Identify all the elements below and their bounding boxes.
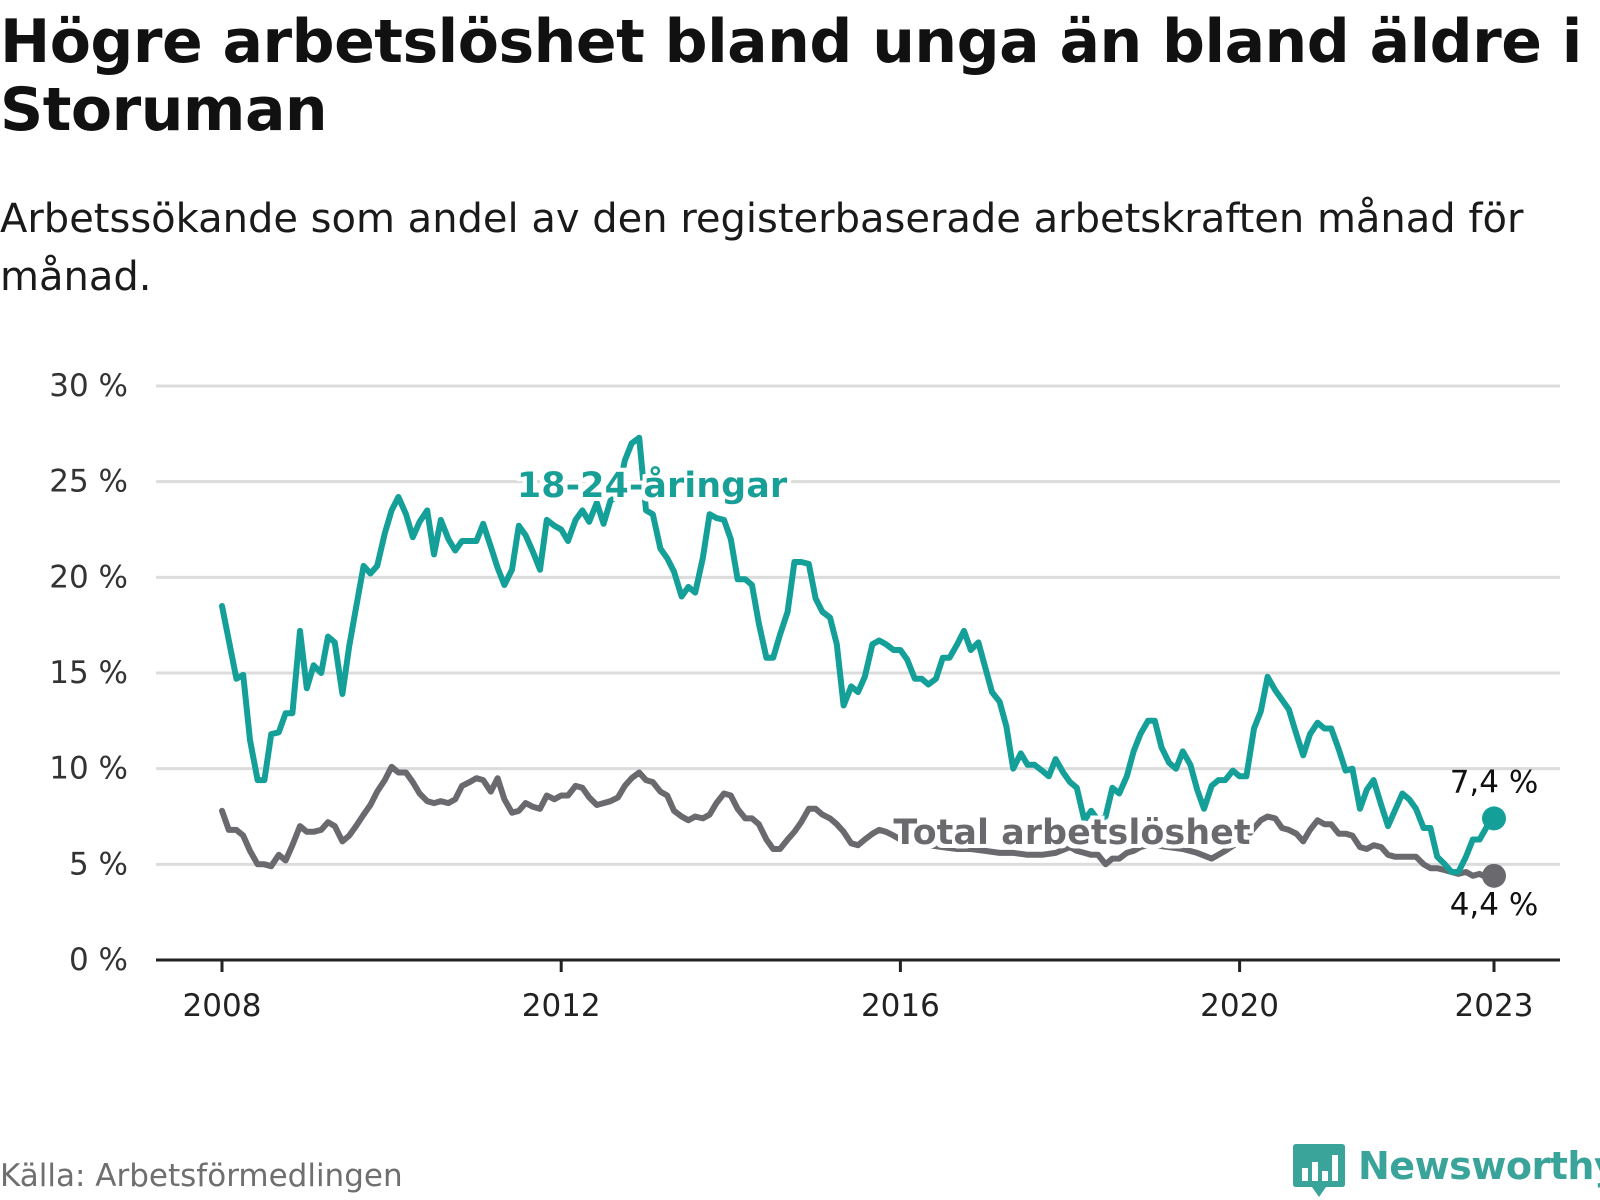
brand-name: Newsworthy (1358, 1144, 1600, 1188)
x-axis-ticks: 2008 2012 2016 2020 2023 (183, 960, 1534, 1024)
y-tick-label: 30 % (49, 368, 128, 404)
brand-logo[interactable]: Newsworthy (1292, 1142, 1600, 1200)
x-tick-label: 2016 (861, 988, 940, 1024)
end-value-youth: 7,4 % (1450, 764, 1539, 800)
end-dot-total (1482, 863, 1506, 888)
series-lines (219, 434, 1506, 888)
y-tick-label: 10 % (49, 751, 128, 787)
chart-subtitle: Arbetssökande som andel av den registerb… (0, 196, 1524, 300)
end-value-total: 4,4 % (1450, 887, 1539, 923)
y-tick-label: 20 % (49, 559, 128, 595)
y-tick-label: 5 % (69, 846, 128, 882)
series-labels: 18-24-åringar Total arbetslöshet 7,4 % 4,4 … (517, 465, 1538, 923)
chart-title: Högre arbetslöshet bland unga än bland ä… (0, 7, 1582, 145)
y-tick-label: 15 % (49, 655, 128, 691)
series-line-youth (219, 434, 1497, 875)
x-tick-label: 2020 (1200, 988, 1279, 1024)
x-tick-label: 2012 (522, 988, 601, 1024)
series-label-total: Total arbetslöshet (893, 813, 1250, 853)
y-axis-ticks: 0 % 5 % 10 % 15 % 20 % 25 % 30 % (49, 368, 128, 978)
y-tick-label: 25 % (49, 464, 128, 500)
source-note: Källa: Arbetsförmedlingen (0, 1158, 403, 1194)
series-line-total (219, 763, 1497, 881)
end-dot-youth (1482, 806, 1506, 831)
series-label-youth: 18-24-åringar (517, 465, 788, 506)
x-tick-label: 2023 (1455, 988, 1534, 1024)
gridlines (156, 384, 1560, 866)
bar-chart-icon (1293, 1144, 1345, 1197)
line-chart: 0 %5 %10 %15 %20 %25 %30 % 2008 2012 2016 2… (49, 368, 1560, 1024)
y-tick-label: 0 % (69, 942, 128, 978)
x-tick-label: 2008 (183, 988, 262, 1024)
